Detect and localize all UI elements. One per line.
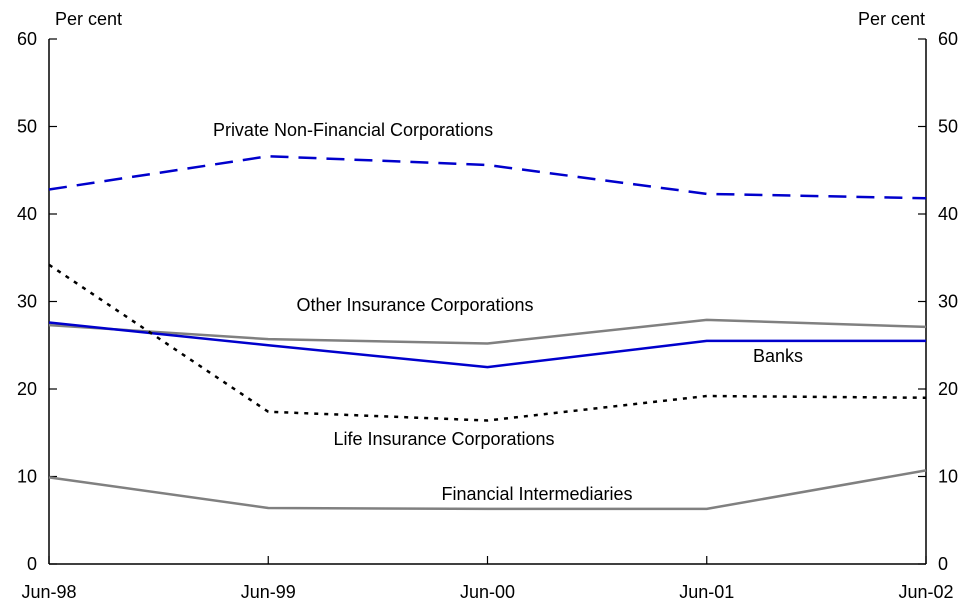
y-tick-label-right: 0: [938, 554, 948, 574]
axes: 0 0 10 10 20 20 30 30 40 40 50 50 60 60 Jun-98 Jun-99 Ju…: [17, 29, 958, 602]
series-labels: Private Non-Financial Corporations Other …: [213, 120, 803, 504]
y-tick-label-left: 10: [17, 467, 37, 487]
x-tick-label: Jun-01: [679, 582, 734, 602]
y-tick-label-right: 10: [938, 467, 958, 487]
y-tick-label-left: 50: [17, 117, 37, 137]
y-tick-label-left: 20: [17, 379, 37, 399]
y-tick-label-right: 40: [938, 204, 958, 224]
x-tick-label: Jun-98: [21, 582, 76, 602]
series-label-financial-intermediaries: Financial Intermediaries: [441, 484, 632, 504]
series-lines: [48, 155, 927, 511]
series-label-other-insurance-corporations: Other Insurance Corporations: [296, 295, 533, 315]
series-line-banks: [48, 321, 926, 369]
y-tick-label-left: 30: [17, 292, 37, 312]
y-axis-unit-right: Per cent: [858, 9, 925, 29]
y-tick-label-right: 30: [938, 292, 958, 312]
series-line-life-insurance-corporations: [48, 263, 927, 422]
series-label-life-insurance-corporations: Life Insurance Corporations: [333, 429, 554, 449]
x-tick-label: Jun-02: [898, 582, 953, 602]
y-tick-label-left: 0: [27, 554, 37, 574]
y-tick-label-left: 40: [17, 204, 37, 224]
x-tick-label: Jun-99: [241, 582, 296, 602]
series-line-private-non-financial-corporations: [48, 155, 927, 200]
y-axis-unit-left: Per cent: [55, 9, 122, 29]
series-label-private-non-financial-corporations: Private Non-Financial Corporations: [213, 120, 493, 140]
y-tick-label-right: 20: [938, 379, 958, 399]
y-tick-label-left: 60: [17, 29, 37, 49]
series-line-other-insurance-corporations: [48, 318, 927, 345]
y-tick-label-right: 60: [938, 29, 958, 49]
y-tick-label-right: 50: [938, 117, 958, 137]
series-line-financial-intermediaries: [48, 469, 927, 511]
x-tick-label: Jun-00: [460, 582, 515, 602]
series-label-banks: Banks: [753, 346, 803, 366]
